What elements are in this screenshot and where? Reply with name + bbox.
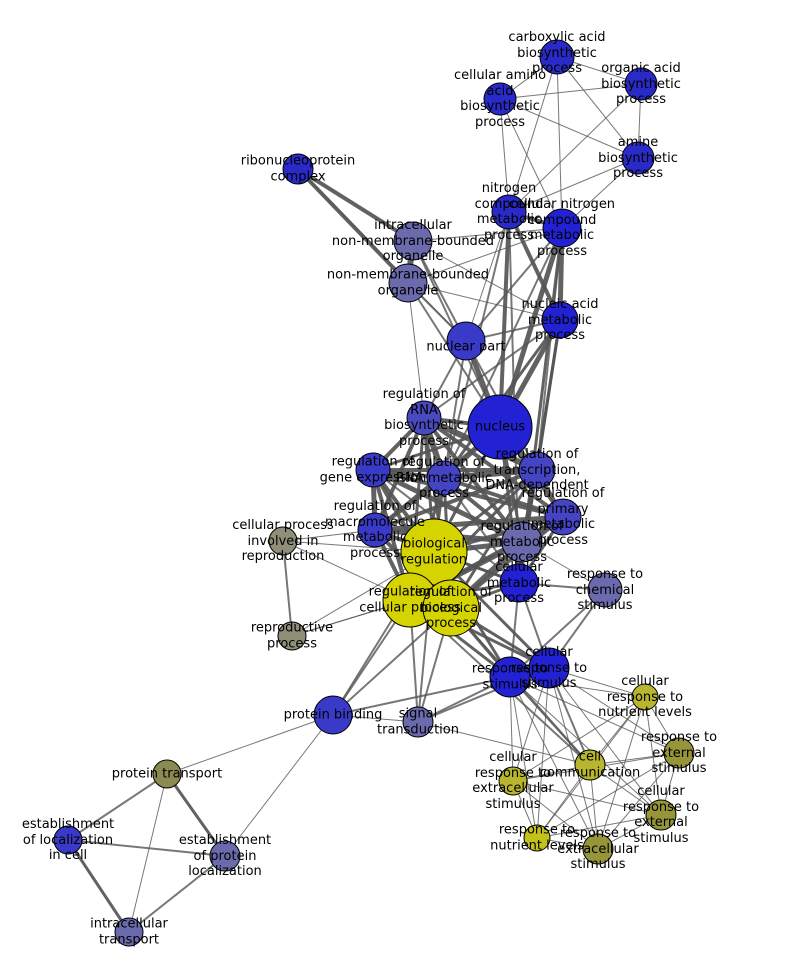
graph-node[interactable]: regulation of primary metabolic process	[544, 498, 582, 536]
graph-edge	[165, 772, 227, 858]
graph-node[interactable]: regulation of biological process	[422, 579, 480, 637]
graph-node[interactable]: nucleic acid metabolic process	[541, 301, 579, 339]
graph-edge	[507, 210, 562, 322]
graph-node[interactable]: regulation of RNA metabolic process	[426, 460, 462, 496]
graph-edge	[499, 98, 639, 159]
graph-node[interactable]: nucleus	[467, 394, 533, 460]
graph-node[interactable]: regulation of macromolecule metabolic pr…	[357, 512, 393, 548]
graph-node[interactable]: cellular amino acid biosynthetic process	[483, 82, 517, 116]
graph-edge	[67, 773, 168, 841]
graph-edge	[509, 676, 599, 850]
graph-edge	[499, 98, 510, 213]
graph-edge	[370, 467, 525, 545]
graph-edge	[499, 98, 563, 229]
graph-node[interactable]: amine biosynthetic process	[621, 141, 655, 175]
graph-edge	[412, 227, 563, 242]
graph-node[interactable]: cellular process involved in reproductio…	[268, 526, 298, 556]
graph-node[interactable]: regulation of RNA biosynthetic process	[406, 400, 442, 436]
graph-node[interactable]: intracellular non-membrane-bounded organ…	[393, 221, 433, 261]
graph-node[interactable]: protein binding	[313, 695, 353, 735]
graph-edge	[422, 416, 565, 519]
graph-node[interactable]: establishment of localization in cell	[53, 825, 83, 855]
graph-edge	[597, 752, 680, 850]
graph-edge	[224, 714, 334, 857]
graph-node[interactable]: response to chemical stimulus	[587, 572, 623, 608]
graph-edge	[332, 676, 511, 716]
graph-node[interactable]: regulation of metabolic process	[501, 521, 543, 563]
graph-edge	[548, 667, 662, 816]
graph-node[interactable]: response to nutrient levels	[523, 824, 551, 852]
graph-node[interactable]: response to stimulus	[489, 656, 531, 698]
graph-node[interactable]: cellular response to nutrient levels	[631, 683, 659, 711]
graph-edge	[282, 540, 293, 637]
graph-node[interactable]: nitrogen compound metabolic process	[491, 194, 527, 230]
graph-node[interactable]: response to external stimulus	[663, 737, 695, 769]
graph-node[interactable]: cellular metabolic process	[499, 563, 539, 603]
node-layer[interactable]: carboxylic acid biosynthetic process orga…	[53, 39, 695, 947]
graph-node[interactable]: non-membrane-bounded organelle	[388, 263, 428, 303]
graph-node[interactable]: regulation of transcription, DNA-depende…	[518, 451, 556, 489]
graph-edge	[417, 721, 591, 766]
graph-edge	[548, 667, 599, 850]
graph-edge	[536, 814, 662, 839]
graph-node[interactable]: cellular nitrogen compound metabolic pro…	[542, 208, 582, 248]
graph-edge	[556, 56, 563, 229]
graph-edge	[166, 714, 334, 775]
graph-edge	[443, 477, 520, 584]
graph-node[interactable]: ribonucleoprotein complex	[282, 153, 314, 185]
graph-edge	[548, 667, 680, 754]
graph-edge	[372, 514, 566, 533]
graph-node[interactable]: organic acid biosynthetic process	[624, 67, 658, 101]
graph-edge	[556, 56, 639, 159]
graph-edge	[512, 780, 599, 850]
graph-edge	[66, 838, 131, 934]
graph-node[interactable]: carboxylic acid biosynthetic process	[539, 39, 575, 75]
graph-edge	[508, 157, 639, 213]
graph-node[interactable]: response to extracellular stimulus	[582, 833, 614, 865]
graph-node[interactable]: intracellular transport	[114, 917, 144, 947]
graph-edge	[407, 282, 561, 321]
graph-edge	[499, 83, 642, 100]
graph-edge	[536, 752, 680, 839]
graph-node[interactable]: reproductive process	[277, 621, 307, 651]
graph-edge	[407, 227, 563, 284]
graph-edge	[536, 227, 563, 471]
graph-edge	[509, 676, 538, 839]
graph-node[interactable]: cellular response to stimulus	[528, 647, 570, 689]
graph-edge	[512, 696, 646, 782]
graph-node[interactable]: biological regulation	[400, 518, 468, 586]
graph-node[interactable]: protein transport	[152, 759, 182, 789]
graph-edge	[128, 855, 226, 933]
graph-edge	[67, 839, 226, 857]
graph-node[interactable]: nuclear part	[446, 321, 486, 361]
graph-node[interactable]: cellular response to extracellular stimu…	[498, 766, 528, 796]
edge-layer	[66, 56, 680, 934]
graph-edge	[296, 167, 415, 243]
graph-edge	[407, 282, 425, 419]
graph-edge	[509, 676, 662, 816]
graph-node[interactable]: signal transduction	[402, 706, 434, 738]
graph-edge	[508, 56, 558, 213]
graph-node[interactable]: cell communication	[574, 749, 606, 781]
graph-edge	[644, 696, 662, 816]
graph-edge	[443, 340, 467, 479]
graph-edge	[508, 83, 642, 213]
graph-edge	[412, 240, 561, 321]
graph-edge	[423, 319, 561, 419]
graph-edge	[465, 227, 563, 342]
graph-node[interactable]: regulation of gene expression	[355, 452, 391, 488]
graph-node[interactable]: cellular response to external stimulus	[645, 799, 677, 831]
graph-edge	[509, 589, 606, 678]
graph-edge	[597, 696, 646, 850]
graph-node[interactable]: establishment of protein localization	[209, 840, 241, 872]
graph-edge	[128, 773, 168, 933]
graph-edge	[371, 468, 565, 519]
graph-edge	[512, 780, 662, 816]
